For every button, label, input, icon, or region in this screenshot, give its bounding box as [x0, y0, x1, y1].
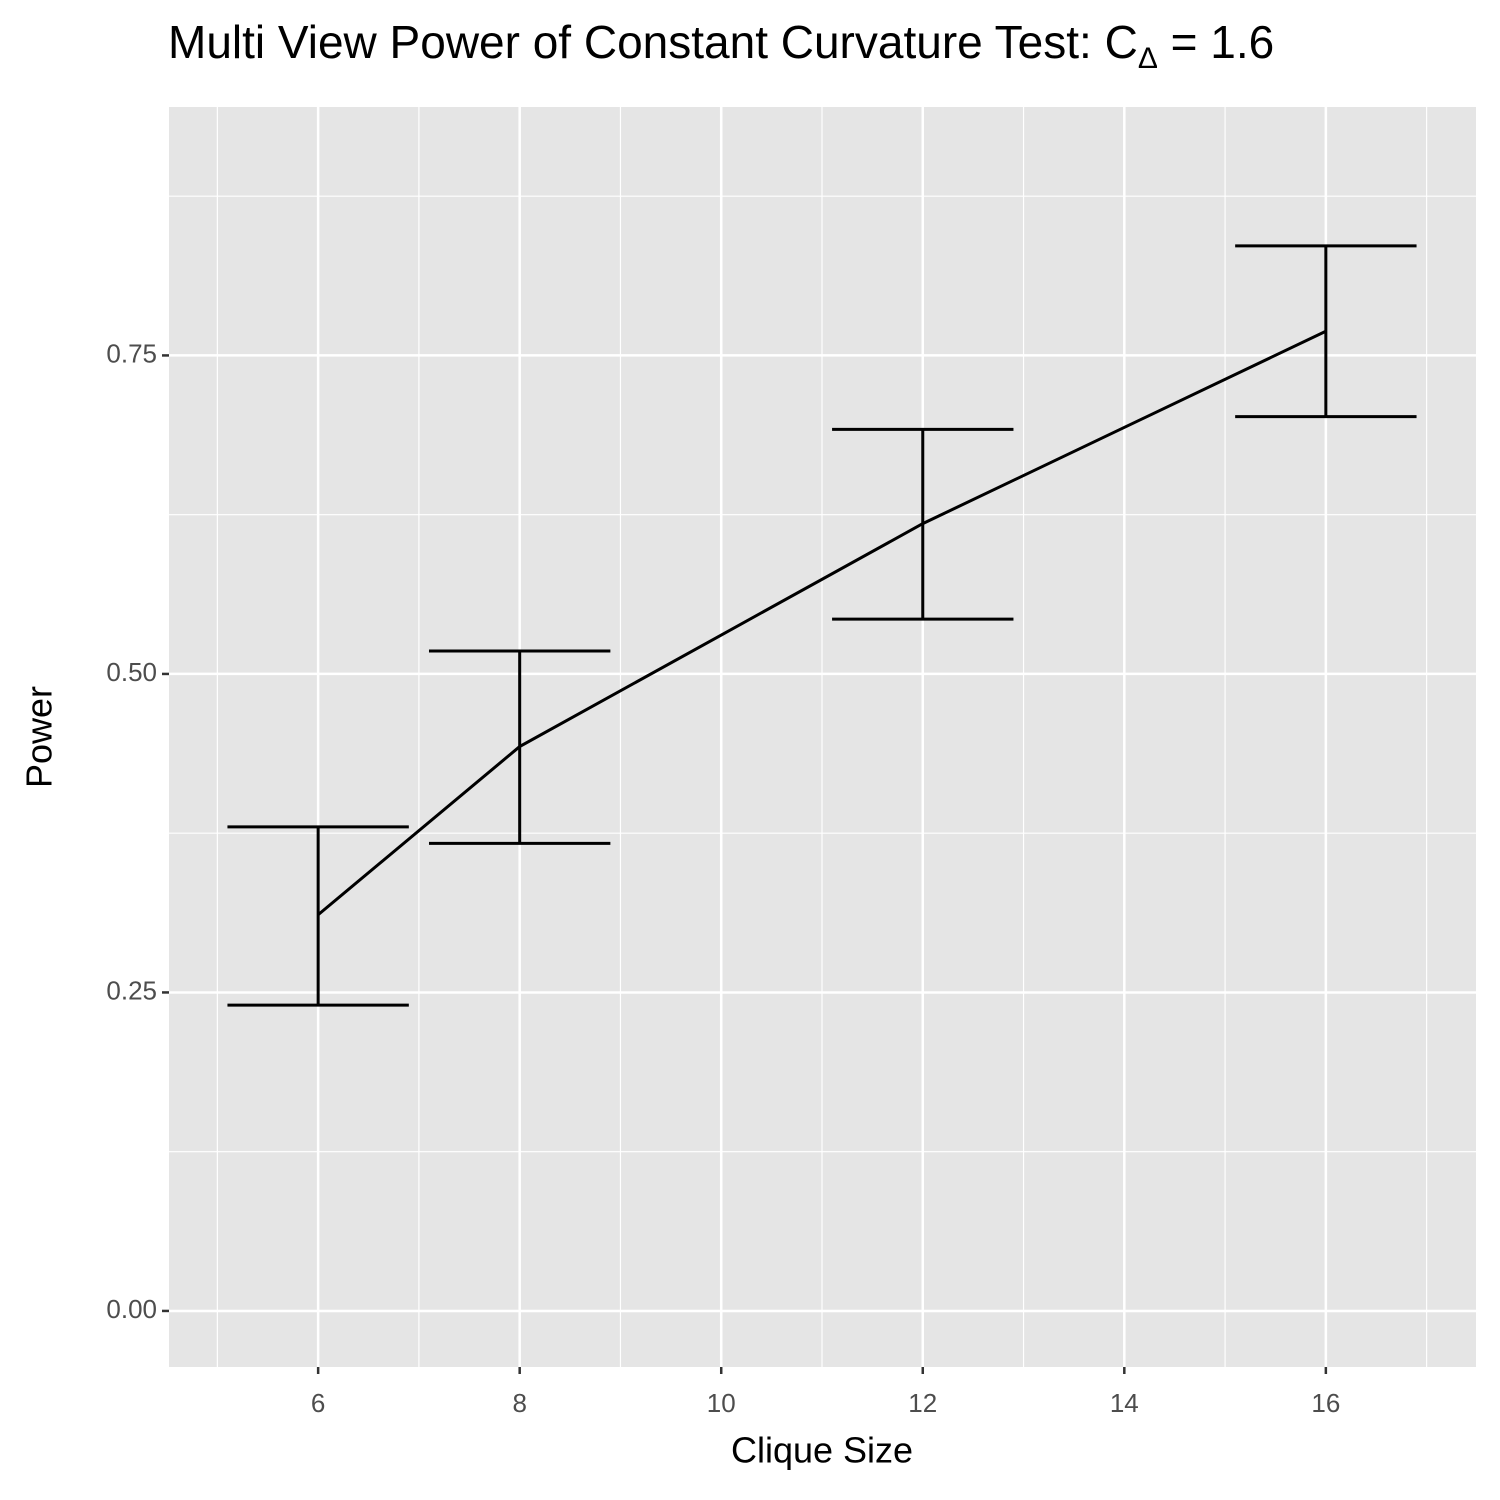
x-axis-title: Clique Size	[731, 1430, 913, 1471]
title-tail: = 1.6	[1158, 16, 1274, 68]
x-tick-label: 10	[707, 1388, 736, 1418]
y-tick-label: 0.25	[106, 975, 157, 1005]
x-tick-label: 6	[311, 1388, 325, 1418]
y-tick-label: 0.50	[106, 657, 157, 687]
title-subscript: Δ	[1138, 42, 1158, 75]
line	[317, 329, 1327, 916]
y-axis-title: Power	[19, 686, 60, 788]
title-main: Multi View Power of Constant Curvature T…	[168, 16, 1138, 68]
grid	[169, 107, 1476, 1367]
y-tick-label: 0.00	[106, 1294, 157, 1324]
x-tick-label: 14	[1110, 1388, 1139, 1418]
x-tick-label: 8	[512, 1388, 526, 1418]
marks	[227, 244, 1417, 1007]
x-tick-label: 16	[1311, 1388, 1340, 1418]
x-tick-label: 12	[908, 1388, 937, 1418]
y-tick-label: 0.75	[106, 338, 157, 368]
chart-title: Multi View Power of Constant Curvature T…	[168, 16, 1274, 75]
